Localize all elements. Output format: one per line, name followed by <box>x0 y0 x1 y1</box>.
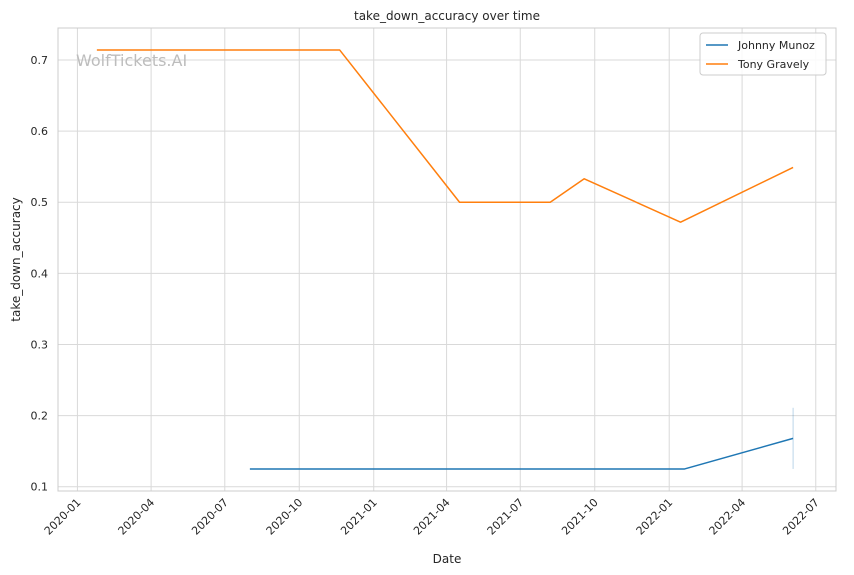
data-point <box>96 49 98 51</box>
y-tick-label: 0.3 <box>31 338 49 351</box>
x-tick-label: 2020-04 <box>116 496 158 538</box>
watermark: WolfTickets.AI <box>76 51 187 70</box>
x-axis-label: Date <box>433 552 462 566</box>
legend: Johnny Munoz Tony Gravely <box>699 32 827 76</box>
y-tick-label: 0.7 <box>31 54 49 67</box>
y-axis-ticks: 0.1 0.2 0.3 0.4 0.5 0.6 0.7 <box>31 54 49 494</box>
x-tick-label: 2022-07 <box>780 496 822 538</box>
x-tick-label: 2020-07 <box>189 496 231 538</box>
chart-title: take_down_accuracy over time <box>354 9 540 23</box>
legend-box <box>699 32 827 76</box>
x-tick-label: 2021-07 <box>485 496 527 538</box>
x-tick-label: 2022-01 <box>634 496 676 538</box>
grid <box>58 28 836 491</box>
series-layer <box>96 49 794 470</box>
data-point <box>583 178 585 180</box>
plot-frame <box>57 27 837 492</box>
y-tick-label: 0.5 <box>31 196 49 209</box>
x-tick-label: 2021-04 <box>411 496 453 538</box>
data-point <box>458 201 460 203</box>
x-tick-label: 2020-01 <box>42 496 84 538</box>
x-axis-ticks: 2020-01 2020-04 2020-07 2020-10 2021-01 2021-… <box>42 496 822 538</box>
data-point <box>683 468 685 470</box>
data-point <box>679 221 681 223</box>
legend-label: Johnny Munoz <box>737 39 815 52</box>
y-tick-label: 0.6 <box>31 125 49 138</box>
data-point <box>249 468 251 470</box>
y-tick-label: 0.2 <box>31 410 49 423</box>
x-tick-label: 2021-01 <box>338 496 380 538</box>
series-line <box>249 437 794 470</box>
data-point <box>339 49 341 51</box>
x-tick-label: 2020-10 <box>264 496 306 538</box>
data-point <box>792 166 794 168</box>
y-tick-label: 0.4 <box>31 267 49 280</box>
y-axis-label: take_down_accuracy <box>9 197 23 321</box>
series-line <box>96 49 794 223</box>
data-point <box>549 201 551 203</box>
x-tick-label: 2022-04 <box>707 496 749 538</box>
x-tick-label: 2021-10 <box>559 496 601 538</box>
y-tick-label: 0.1 <box>31 481 49 494</box>
legend-label: Tony Gravely <box>737 58 810 71</box>
